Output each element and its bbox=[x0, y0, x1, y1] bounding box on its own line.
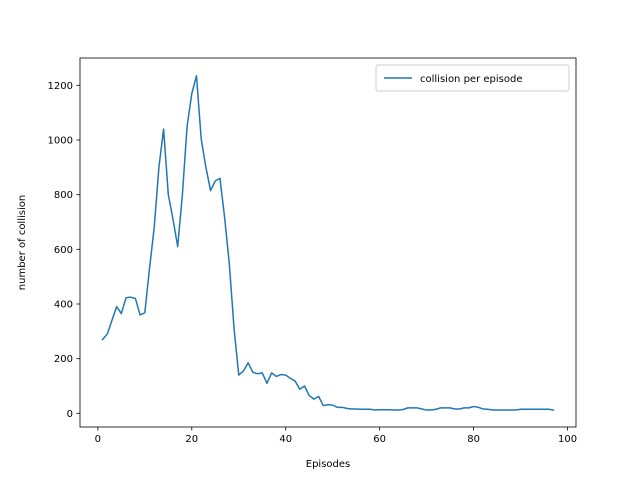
y-tick-label: 600 bbox=[54, 245, 73, 256]
x-tick-label: 60 bbox=[373, 434, 386, 445]
y-tick-label: 800 bbox=[54, 190, 73, 201]
plot-area bbox=[79, 57, 577, 428]
x-tick-label: 0 bbox=[95, 434, 101, 445]
x-axis: 0 20 40 60 80 100 bbox=[95, 427, 577, 445]
x-axis-label: Episodes bbox=[306, 459, 350, 470]
x-tick-label: 40 bbox=[279, 434, 292, 445]
y-tick-label: 200 bbox=[54, 354, 73, 365]
legend-box bbox=[375, 64, 570, 92]
y-tick-label: 0 bbox=[67, 409, 73, 420]
x-tick-label: 20 bbox=[185, 434, 198, 445]
y-tick-label: 1000 bbox=[48, 136, 73, 147]
series-line bbox=[101, 75, 555, 411]
axes-frame bbox=[79, 57, 577, 428]
legend-label: collision per episode bbox=[420, 74, 522, 85]
y-axis: 0 200 400 600 800 1000 1200 bbox=[48, 81, 80, 420]
y-axis-label: number of collision bbox=[17, 195, 28, 290]
y-tick-label: 1200 bbox=[48, 81, 73, 92]
x-tick-label: 80 bbox=[467, 434, 480, 445]
x-tick-label: 100 bbox=[558, 434, 577, 445]
y-tick-label: 400 bbox=[54, 300, 73, 311]
legend: collision per episode bbox=[375, 64, 570, 92]
